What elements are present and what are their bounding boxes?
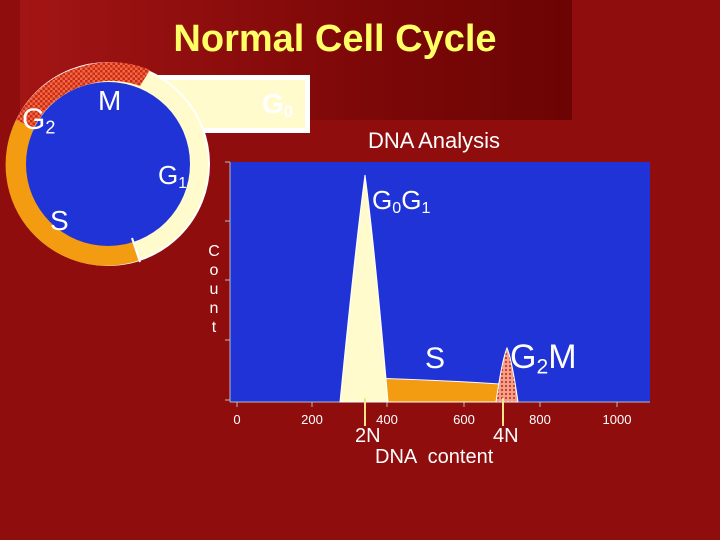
x-tick-label: 1000 [602, 412, 632, 427]
g2-label: G2 [22, 103, 56, 138]
y-axis-label-letter: C [208, 243, 220, 260]
y-axis-label-letter: t [211, 319, 217, 336]
x-tick-label: 600 [453, 412, 475, 427]
histogram-plot-area [230, 162, 650, 402]
g0g1-peak [339, 174, 389, 403]
y-axis-label-letter: o [209, 262, 219, 279]
marker-2n-label: 2N [355, 425, 381, 447]
y-axis-label-letter: u [209, 281, 219, 298]
m-band [80, 62, 150, 86]
x-tick-label: 200 [301, 412, 323, 427]
s-label: S [50, 205, 69, 236]
marker-4n-label: 4N [493, 425, 519, 447]
m-label: M [98, 85, 122, 116]
g0-label: G0 [262, 88, 294, 122]
page-title: Normal Cell Cycle [173, 18, 497, 60]
cycle-center [26, 82, 190, 246]
g1-label: G1 [158, 160, 187, 192]
g2m-peak-label: G2M [510, 338, 577, 379]
s-peak-label: S [425, 342, 446, 375]
x-tick-label: 400 [376, 412, 398, 427]
g0g1-peak-label: G0G1 [372, 185, 431, 218]
s-phase-area [369, 377, 507, 403]
x-tick-label: 0 [233, 412, 241, 427]
cycle-divider [131, 237, 141, 263]
s-band [5, 120, 140, 266]
g2-band [16, 67, 86, 128]
x-axis-label: DNA content [375, 446, 494, 468]
chart-title: DNA Analysis [368, 128, 501, 153]
g2m-peak [495, 346, 519, 403]
x-tick-label: 800 [529, 412, 551, 427]
y-axis-label-letter: n [209, 300, 219, 317]
